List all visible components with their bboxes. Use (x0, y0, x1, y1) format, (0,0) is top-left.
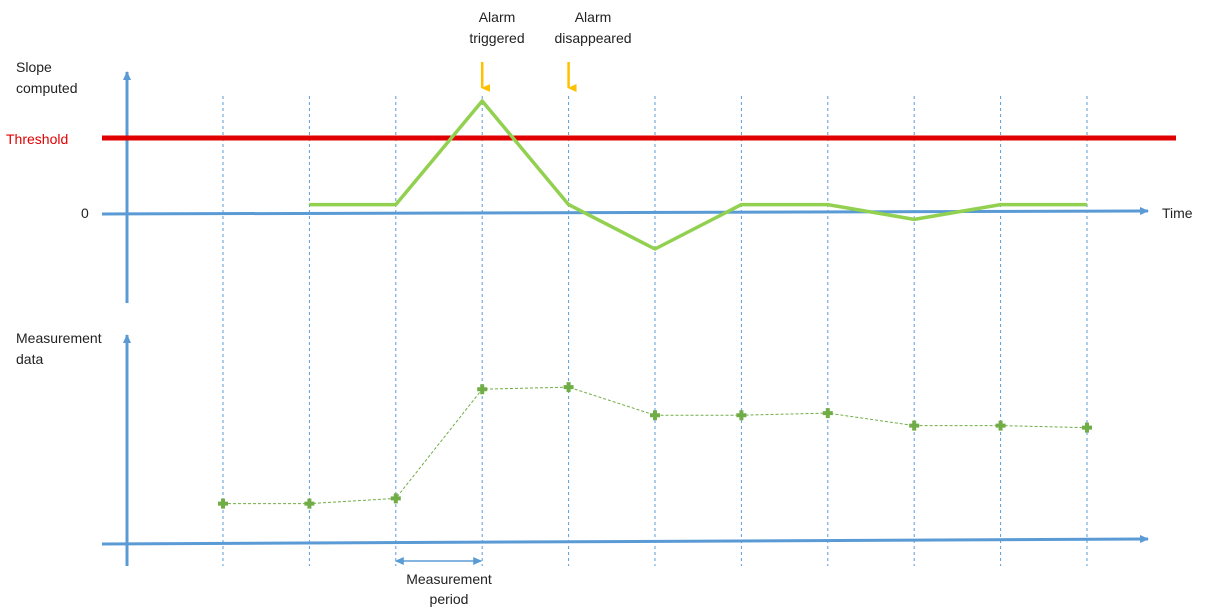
measurement-point (736, 410, 747, 421)
alarm-disappeared-label-line2: disappeared (554, 30, 631, 46)
slope-axis-label-line1: Slope (16, 59, 52, 75)
measurement-point (909, 420, 920, 431)
measurement-point (822, 408, 833, 419)
alarm-triggered-label-line2: triggered (469, 30, 524, 46)
measurement-x-axis (101, 535, 1149, 546)
measurement-period-label-line2: period (430, 591, 469, 607)
measurement-period-label-line1: Measurement (406, 571, 492, 587)
measurement-point (995, 420, 1006, 431)
alarm-disappeared-label-line1: Alarm (575, 9, 612, 25)
measurement-point (390, 493, 401, 504)
measurement-point (218, 498, 228, 509)
slope-axis-label-line2: computed (16, 80, 77, 96)
measurement-axis-label-line1: Measurement (16, 330, 102, 346)
time-axis (101, 207, 1149, 216)
measurement-point (304, 498, 315, 509)
threshold-label: Threshold (6, 131, 68, 147)
zero-label: 0 (81, 205, 89, 221)
measurement-point (477, 384, 488, 395)
alarm-triggered-label-line1: Alarm (479, 9, 516, 25)
measurement-point (1082, 422, 1092, 433)
time-axis-label: Time (1162, 205, 1193, 221)
measurement-point (650, 410, 660, 421)
vertical-grid-lines (222, 96, 1088, 566)
measurement-points (218, 382, 1092, 509)
slope-series-line (309, 99, 1087, 251)
measurement-point (563, 382, 574, 393)
measurement-axis-label-line2: data (16, 351, 43, 367)
